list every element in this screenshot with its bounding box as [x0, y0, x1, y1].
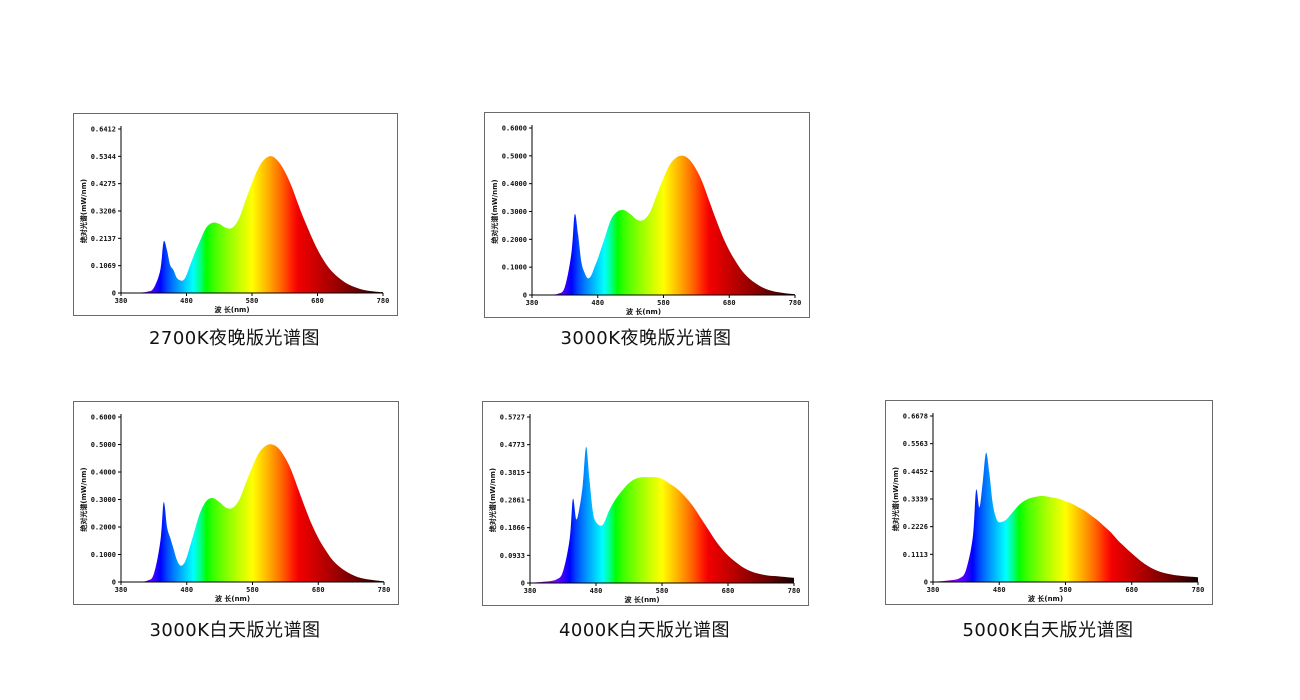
y-tick-label: 0 — [924, 579, 928, 587]
x-tick-label: 780 — [377, 297, 390, 305]
y-tick-label: 0 — [523, 292, 527, 300]
y-tick-label: 0 — [521, 580, 525, 588]
y-tick-label: 0.3206 — [91, 208, 116, 216]
spectrum-chart-2: 0 0.1000 0.2000 0.3000 0.4000 0.5000 0.6000 380… — [484, 112, 810, 318]
y-tick-label: 0.5000 — [91, 441, 116, 449]
x-tick-label: 380 — [115, 297, 128, 305]
x-tick-label: 580 — [246, 586, 259, 594]
x-axis-title: 波 长(nm) — [215, 594, 250, 603]
y-tick-label: 0.1000 — [502, 264, 527, 272]
y-tick-label: 0.4773 — [500, 441, 525, 449]
spectrum-area — [532, 155, 795, 295]
y-tick-label: 0.2861 — [500, 497, 525, 505]
y-tick-label: 0.6000 — [91, 414, 116, 422]
x-tick-label: 380 — [524, 587, 537, 595]
x-tick-label: 480 — [590, 587, 603, 595]
y-axis-title: 绝对光谱(mW/nm) — [488, 468, 497, 532]
y-axis-title: 绝对光谱(mW/nm) — [79, 179, 88, 243]
y-tick-label: 0.2226 — [903, 523, 928, 531]
x-tick-label: 680 — [722, 587, 735, 595]
chart-caption-5: 5000K白天版光谱图 — [962, 620, 1134, 641]
y-axis-title: 绝对光谱(mW/nm) — [891, 467, 900, 531]
y-tick-label: 0.6412 — [91, 126, 116, 134]
x-tick-label: 680 — [312, 586, 325, 594]
spectrum-svg-4: 0 0.0933 0.1866 0.2861 0.3815 0.4773 0.5727 380… — [488, 414, 801, 605]
x-axis-title: 波 长(nm) — [624, 595, 659, 604]
spectrum-chart-4: 0 0.0933 0.1866 0.2861 0.3815 0.4773 0.5727 380… — [482, 401, 809, 606]
x-tick-label: 580 — [1059, 586, 1072, 594]
chart-caption-1: 2700K夜晚版光谱图 — [148, 328, 321, 349]
x-axis-title: 波 长(nm) — [214, 305, 249, 314]
y-tick-label: 0.1866 — [500, 524, 525, 532]
spectrum-chart-5: 0 0.1113 0.2226 0.3339 0.4452 0.5563 0.6678 380… — [885, 400, 1213, 605]
chart-caption-2: 3000K夜晚版光谱图 — [560, 328, 732, 349]
spectrum-panel-5: 0 0.1113 0.2226 0.3339 0.4452 0.5563 0.6678 380… — [885, 400, 1215, 641]
spectrum-svg-3: 0 0.1000 0.2000 0.3000 0.4000 0.5000 0.6000 380… — [79, 414, 391, 604]
x-tick-label: 680 — [723, 299, 736, 307]
y-tick-label: 0.5563 — [903, 440, 928, 448]
y-tick-label: 0.4000 — [502, 180, 527, 188]
y-tick-label: 0.2000 — [91, 524, 116, 532]
y-tick-label: 0.6678 — [903, 413, 928, 421]
y-axis-title: 绝对光谱(mW/nm) — [79, 467, 88, 531]
y-tick-label: 0.2000 — [502, 236, 527, 244]
y-tick-label: 0.0933 — [500, 552, 525, 560]
x-tick-label: 380 — [927, 586, 940, 594]
y-tick-label: 0.2137 — [91, 235, 116, 243]
spectrum-area — [121, 156, 383, 293]
spectrum-svg-5: 0 0.1113 0.2226 0.3339 0.4452 0.5563 0.6678 380… — [891, 413, 1205, 604]
y-tick-label: 0.3000 — [502, 208, 527, 216]
spectrum-panel-3: 0 0.1000 0.2000 0.3000 0.4000 0.5000 0.6000 380… — [73, 401, 400, 641]
x-tick-label: 380 — [526, 299, 539, 307]
y-tick-label: 0.1113 — [903, 551, 928, 559]
x-tick-label: 680 — [1125, 586, 1138, 594]
x-tick-label: 780 — [788, 587, 801, 595]
spectrum-chart-3: 0 0.1000 0.2000 0.3000 0.4000 0.5000 0.6000 380… — [73, 401, 399, 605]
y-tick-label: 0.1000 — [91, 551, 116, 559]
x-tick-label: 780 — [378, 586, 391, 594]
x-tick-label: 580 — [657, 299, 670, 307]
spectrum-panel-1: 0 0.1069 0.2137 0.3206 0.4275 0.5344 0.6412 380… — [73, 113, 398, 353]
x-tick-label: 680 — [311, 297, 324, 305]
spectrum-svg-2: 0 0.1000 0.2000 0.3000 0.4000 0.5000 0.6000 380… — [490, 125, 802, 317]
spectrum-svg-1: 0 0.1069 0.2137 0.3206 0.4275 0.5344 0.6412 380… — [79, 126, 390, 315]
spectrum-chart-1: 0 0.1069 0.2137 0.3206 0.4275 0.5344 0.6412 380… — [73, 113, 398, 316]
spectrum-panel-2: 0 0.1000 0.2000 0.3000 0.4000 0.5000 0.6000 380… — [484, 112, 811, 352]
spectrum-area — [530, 446, 794, 583]
y-axis-title: 绝对光谱(mW/nm) — [490, 179, 499, 243]
y-tick-label: 0.5344 — [91, 153, 116, 161]
spectrum-panel-4: 0 0.0933 0.1866 0.2861 0.3815 0.4773 0.5727 380… — [482, 401, 810, 641]
y-tick-label: 0 — [112, 290, 116, 298]
x-tick-label: 380 — [115, 586, 128, 594]
y-tick-label: 0.4452 — [903, 468, 928, 476]
chart-caption-4: 4000K白天版光谱图 — [558, 620, 731, 641]
y-tick-label: 0.6000 — [502, 125, 527, 133]
x-tick-label: 780 — [1192, 586, 1205, 594]
x-tick-label: 580 — [656, 587, 669, 595]
x-tick-label: 480 — [993, 586, 1006, 594]
x-tick-label: 480 — [591, 299, 604, 307]
y-tick-label: 0.4000 — [91, 469, 116, 477]
y-tick-label: 0.3000 — [91, 496, 116, 504]
x-axis-title: 波 长(nm) — [626, 307, 661, 316]
spectrum-area — [121, 444, 384, 582]
x-tick-label: 480 — [180, 297, 193, 305]
x-tick-label: 580 — [246, 297, 259, 305]
y-tick-label: 0.3339 — [903, 496, 928, 504]
y-tick-label: 0.5727 — [500, 414, 525, 422]
x-axis-title: 波 长(nm) — [1028, 594, 1063, 603]
y-tick-label: 0.1069 — [91, 262, 116, 270]
y-tick-label: 0.5000 — [502, 152, 527, 160]
chart-caption-3: 3000K白天版光谱图 — [149, 620, 321, 641]
spectrum-area — [933, 452, 1198, 582]
y-tick-label: 0.4275 — [91, 180, 116, 188]
x-tick-label: 480 — [180, 586, 193, 594]
y-tick-label: 0 — [112, 579, 116, 587]
x-tick-label: 780 — [789, 299, 802, 307]
y-tick-label: 0.3815 — [500, 469, 525, 477]
